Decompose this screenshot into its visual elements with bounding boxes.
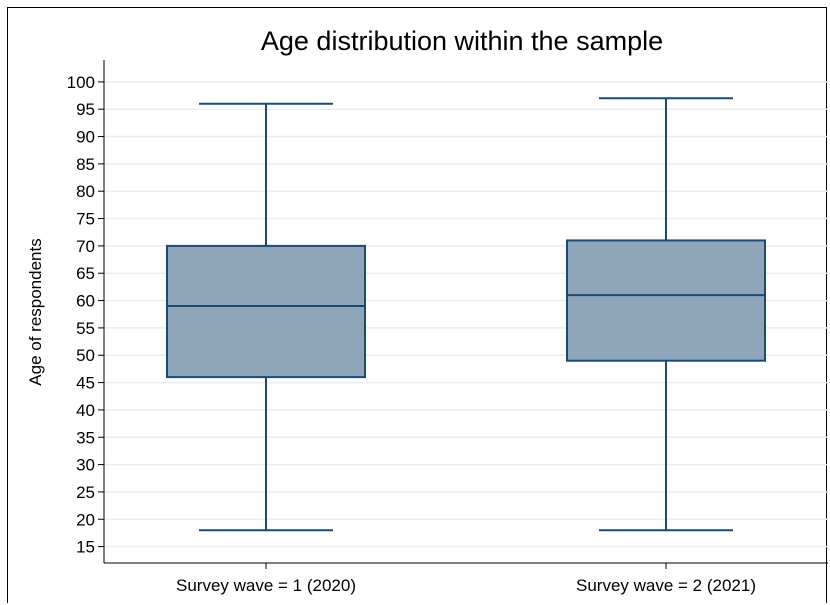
y-tick-label: 20 xyxy=(76,510,95,529)
y-tick-label: 50 xyxy=(76,346,95,365)
boxes xyxy=(166,97,766,532)
chart-title: Age distribution within the sample xyxy=(261,26,663,56)
y-tick-label: 25 xyxy=(76,483,95,502)
y-tick-label: 75 xyxy=(76,210,95,229)
y-tick-label: 35 xyxy=(76,428,95,447)
y-tick-label: 60 xyxy=(76,292,95,311)
box-1 xyxy=(166,102,366,532)
iqr-box xyxy=(566,239,766,362)
y-tick-label: 15 xyxy=(76,538,95,557)
y-tick-label: 100 xyxy=(67,73,95,92)
x-tick-labels: Survey wave = 1 (2020) Survey wave = 2 (2… xyxy=(176,563,756,595)
chart-frame xyxy=(7,7,827,603)
y-tick-labels: 15 20 25 30 35 40 45 50 55 60 65 70 75 80 85 90 95 100 xyxy=(67,73,104,557)
y-tick-label: 65 xyxy=(76,264,95,283)
box-2 xyxy=(566,97,766,532)
y-tick-label: 80 xyxy=(76,182,95,201)
y-tick-label: 95 xyxy=(76,100,95,119)
x-tick-label: Survey wave = 2 (2021) xyxy=(576,576,756,595)
iqr-box xyxy=(166,244,366,379)
y-tick-label: 45 xyxy=(76,374,95,393)
y-axis-label: Age of respondents xyxy=(26,238,45,385)
y-tick-label: 40 xyxy=(76,401,95,420)
y-tick-label: 90 xyxy=(76,128,95,147)
x-tick-label: Survey wave = 1 (2020) xyxy=(176,576,356,595)
y-tick-label: 30 xyxy=(76,456,95,475)
y-tick-label: 55 xyxy=(76,319,95,338)
y-tick-label: 85 xyxy=(76,155,95,174)
y-tick-label: 70 xyxy=(76,237,95,256)
